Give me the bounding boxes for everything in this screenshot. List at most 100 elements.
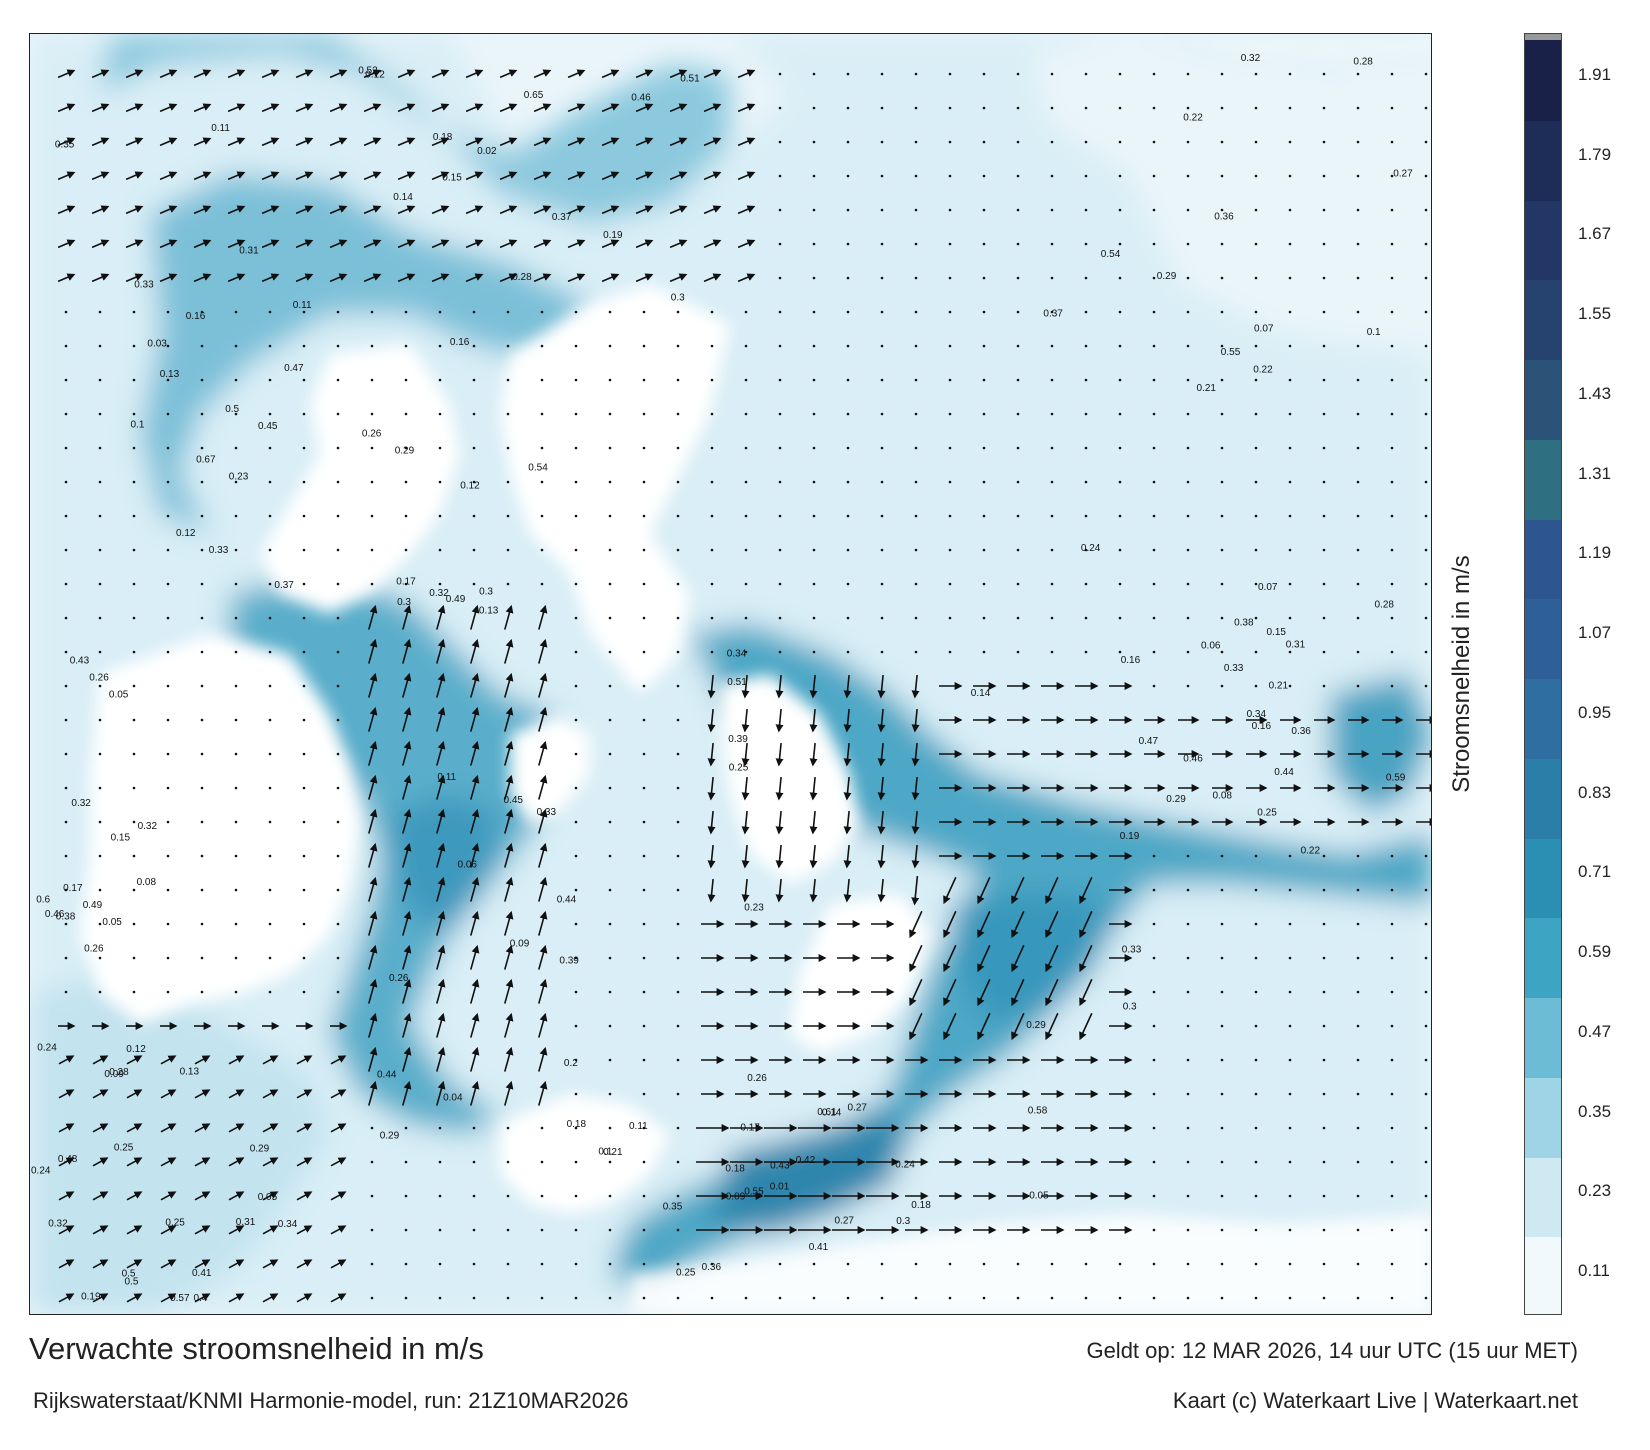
calm-point [1118,208,1122,212]
calm-point [948,412,952,416]
calm-point [1288,242,1292,246]
calm-point [540,514,544,518]
calm-point [1356,106,1360,110]
current-arrow [567,239,586,249]
calm-point [1152,1092,1156,1096]
calm-point [880,1296,884,1300]
current-arrow [436,944,446,970]
calm-point [1254,922,1258,926]
calm-point [166,650,170,654]
calm-point [1288,990,1292,994]
current-arrow [703,137,722,147]
current-value-label: 0.45 [258,421,278,432]
current-value-label: 0.19 [81,1292,101,1303]
calm-point [1118,548,1122,552]
calm-point [778,140,782,144]
current-arrow [92,1225,109,1235]
current-arrow [194,1157,211,1167]
current-arrow [160,1123,177,1133]
calm-point [1288,1092,1292,1096]
current-value-label: 0.06 [1201,641,1221,652]
calm-point [880,72,884,76]
calm-point [846,412,850,416]
calm-point [506,1262,510,1266]
calm-point [710,378,714,382]
current-arrow [436,672,446,698]
calm-point [1390,684,1394,688]
calm-point [1356,412,1360,416]
calm-point [1254,1228,1258,1232]
calm-point [1356,1024,1360,1028]
calm-point [438,514,442,518]
calm-point [302,854,306,858]
current-value-label: 0.24 [1081,543,1101,554]
calm-point [880,446,884,450]
current-arrow [436,1046,446,1072]
calm-point [676,1262,680,1266]
calm-point [64,752,68,756]
calm-point [608,990,612,994]
calm-point [1220,548,1224,552]
calm-point [132,446,136,450]
calm-point [472,344,476,348]
calm-point [506,412,510,416]
calm-point [1288,684,1292,688]
calm-point [1016,582,1020,586]
current-arrow [470,604,480,630]
calm-point [1220,1092,1224,1096]
current-speed-map[interactable]: 0.140.130.060.180.070.080.050.130.140.15… [30,34,1432,1315]
current-value-label: 0.44 [557,894,577,905]
calm-point [200,548,204,552]
calm-point [1152,1126,1156,1130]
calm-point [1084,1296,1088,1300]
current-arrow [470,706,480,732]
current-value-label: 0.06 [458,860,478,871]
current-value-label: 0.5 [125,1276,139,1287]
calm-point [778,378,782,382]
calm-point [676,718,680,722]
current-arrow [126,1157,143,1167]
map-credit: Kaart (c) Waterkaart Live | Waterkaart.n… [1172,1388,1578,1413]
calm-point [1152,854,1156,858]
current-arrow [295,69,314,79]
current-arrow [159,239,178,249]
calm-point [982,480,986,484]
calm-point [982,242,986,246]
current-arrow [125,137,144,147]
calm-point [812,378,816,382]
calm-point [404,1262,408,1266]
calm-point [642,310,646,314]
calm-point [574,1228,578,1232]
current-value-label: 0.02 [477,146,497,157]
calm-point [98,310,102,314]
calm-point [812,548,816,552]
calm-point [1152,446,1156,450]
calm-point [1050,446,1054,450]
calm-point [812,616,816,620]
calm-point [846,1262,850,1266]
current-value-label: 0.14 [822,1108,842,1119]
calm-point [846,174,850,178]
calm-point [1220,140,1224,144]
current-arrow [194,1225,211,1235]
calm-point [676,1092,680,1096]
current-value-label: 0.31 [236,1217,256,1228]
current-value-label: 0.23 [744,903,764,914]
calm-point [200,616,204,620]
current-arrow [295,205,314,215]
current-value-label: 0.33 [537,807,557,818]
calm-point [1390,854,1394,858]
current-arrow [91,103,110,113]
calm-point [1050,344,1054,348]
current-arrow [877,674,886,699]
calm-point [268,650,272,654]
calm-point [642,820,646,824]
calm-point [268,446,272,450]
colorbar-tick-label: 1.07 [1578,623,1612,643]
calm-point [404,412,408,416]
map-frame[interactable]: 0.14 0.13 0.06 0.18 0.07 0.08 0.05 0.13 0.14 0.15… [29,33,1432,1315]
current-value-label: 0.41 [809,1242,829,1253]
current-value-label: 0.47 [1139,736,1159,747]
calm-point [1322,514,1326,518]
current-arrow [1011,910,1025,939]
